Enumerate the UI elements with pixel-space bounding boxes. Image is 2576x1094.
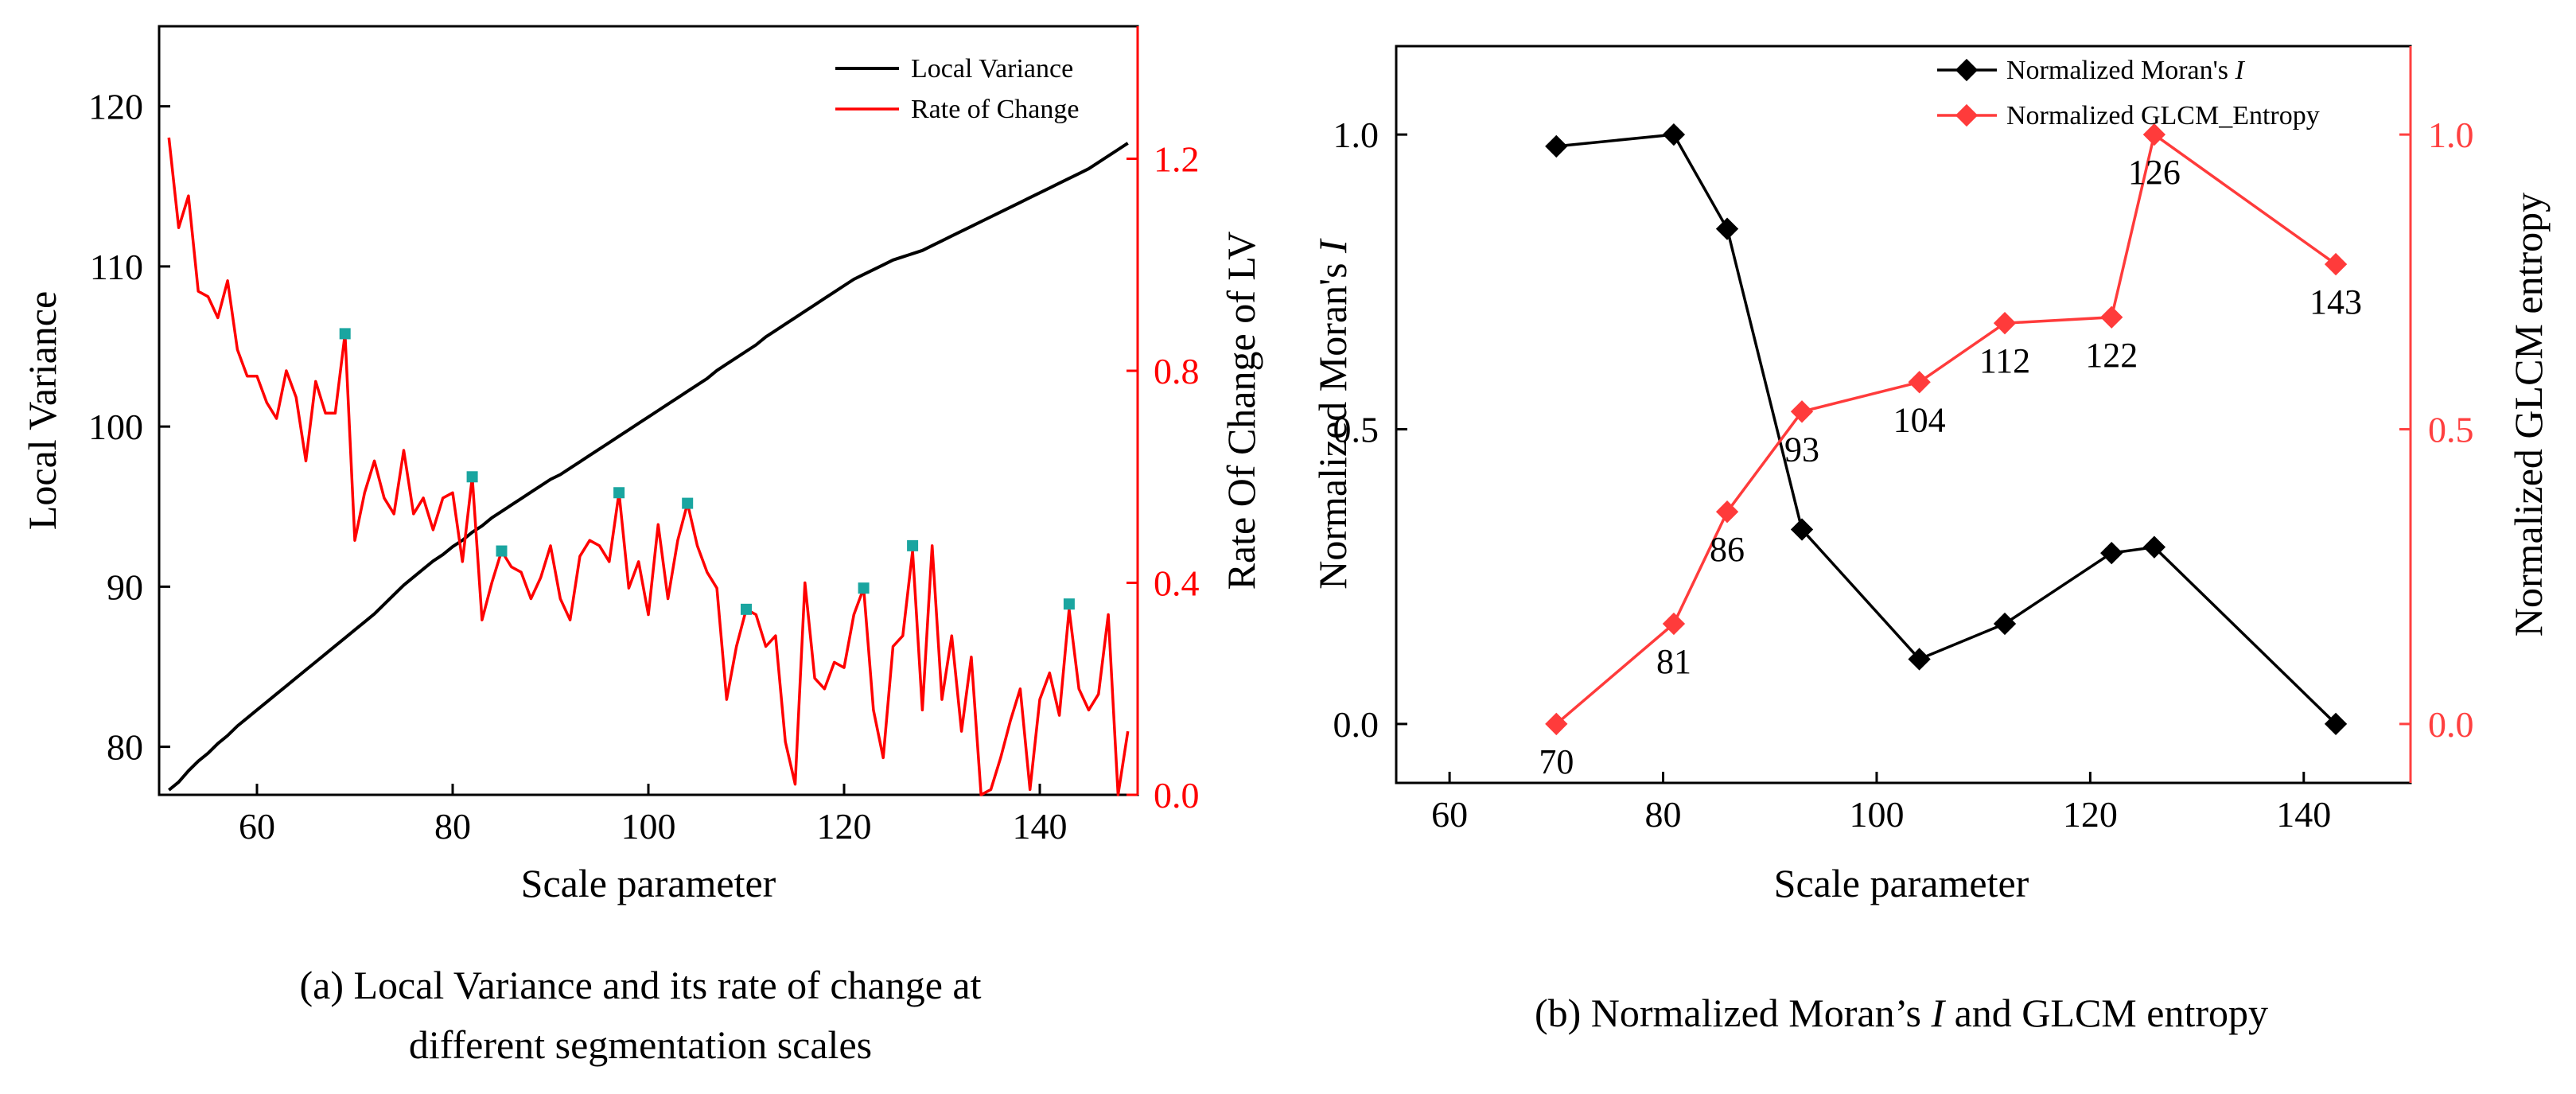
panel-b-point-label: 112 (1979, 341, 2030, 380)
panel-a-y-tick-label: 120 (88, 87, 143, 127)
panel-a-y-tick-label: 110 (90, 247, 143, 287)
panel-a-peak-marker (682, 498, 693, 509)
panel-b-point-label: 143 (2309, 282, 2362, 321)
panel-a-x-tick-label: 100 (621, 806, 676, 847)
panel-b-y2-tick-label: 0.0 (2428, 704, 2474, 745)
panel-b-caption: (b) Normalized Moran’s I and GLCM entrop… (1535, 991, 2268, 1035)
panel-b-entropy-marker (1994, 312, 2016, 334)
legend-label-morans-i-text: Normalized Moran's (2006, 56, 2236, 85)
panel-a-peak-marker (1064, 598, 1075, 609)
panel-b-entropy-marker (1791, 400, 1813, 422)
panel-a-y-axis-label: Local Variance (20, 291, 64, 530)
legend-marker-morans-i (1955, 59, 1978, 81)
panel-a-y-tick-label: 100 (88, 407, 143, 447)
panel-b-x-axis-label: Scale parameter (1774, 861, 2029, 905)
panel-b-y2-tick-label: 1.0 (2428, 115, 2474, 155)
panel-b-point-label: 86 (1710, 530, 1745, 569)
panel-b-y-tick-label: 1.0 (1333, 115, 1379, 155)
panel-b-y-axis-label-text: Normalized Moran's (1310, 253, 1355, 590)
panel-b-entropy-marker (1909, 371, 1931, 393)
panel-b-y-axis-label-italic: I (1310, 238, 1355, 254)
panel-a-chart: 60 80 100 120 140 80 90 100 110 120 0.0 0.4 0.8 1.2… (20, 26, 1263, 1067)
panel-a-peak-marker (858, 582, 870, 594)
panel-a-x-tick-label: 60 (239, 806, 275, 847)
panel-b-x-tick-label: 80 (1645, 794, 1682, 835)
panel-a-y2-tick-label: 0.0 (1154, 775, 1200, 816)
panel-b-x-tick-label: 100 (1849, 794, 1904, 835)
panel-a-peak-marker (741, 604, 752, 615)
panel-b-morans-i-marker (1994, 613, 2016, 635)
panel-b-morans-i-marker (2100, 542, 2123, 564)
panel-b-point-labels: 70 81 86 93 104 112 122 126 143 (1539, 153, 2362, 781)
legend-label-entropy: Normalized GLCM_Entropy (2006, 101, 2320, 130)
panel-a-rate-of-change-line (169, 138, 1127, 795)
legend-label-morans-i: Normalized Moran's I (2006, 56, 2246, 85)
panel-b-point-label: 126 (2128, 153, 2181, 192)
panel-a-plot-frame (159, 26, 1138, 795)
panel-a-y2-axis-label: Rate Of Change of LV (1219, 232, 1263, 590)
panel-b-y-tick-label: 0.0 (1333, 704, 1379, 745)
panel-b-entropy-marker (1716, 500, 1738, 523)
panel-b-point-label: 93 (1784, 430, 1819, 469)
panel-a-x-ticks: 60 80 100 120 140 (239, 784, 1068, 847)
panel-a-x-tick-label: 140 (1013, 806, 1068, 847)
panel-a-y-tick-label: 90 (107, 566, 143, 607)
panel-b-x-tick-label: 60 (1431, 794, 1468, 835)
panel-a-x-tick-label: 120 (817, 806, 872, 847)
panel-b-y-axis-label: Normalized Moran's I (1310, 238, 1355, 590)
panel-b-point-label: 122 (2085, 336, 2138, 375)
panel-b-point-label: 70 (1539, 742, 1574, 781)
panel-b-y2-axis-label: Normalized GLCM entropy (2506, 193, 2551, 637)
panel-b-legend: Normalized Moran's I Normalized GLCM_Ent… (1937, 56, 2320, 130)
panel-b-morans-i-marker (1663, 123, 1685, 146)
legend-marker-entropy (1955, 104, 1978, 127)
panel-b-point-label: 81 (1656, 642, 1691, 681)
panel-b-y2-tick-label: 0.5 (2428, 410, 2474, 450)
panel-a-caption-line2: different segmentation scales (409, 1022, 872, 1067)
panel-b-entropy-marker (2100, 306, 2123, 329)
panel-a-x-axis-label: Scale parameter (521, 861, 776, 905)
panel-b-entropy-line (1556, 134, 2336, 724)
panel-a-y-tick-label: 80 (107, 727, 143, 768)
panel-a-peak-marker (907, 540, 918, 551)
legend-label-morans-i-italic: I (2235, 56, 2246, 85)
panel-a-y2-tick-label: 0.4 (1154, 563, 1200, 604)
panel-b-point-label: 104 (1893, 400, 1946, 439)
panel-a-peak-marker (496, 546, 508, 557)
panel-a-legend: Local Variance Rate of Change (835, 54, 1080, 124)
panel-b-morans-i-marker (1545, 135, 1567, 158)
figure: 60 80 100 120 140 80 90 100 110 120 0.0 0.4 0.8 1.2… (0, 0, 2576, 1094)
panel-b-chart: 60 80 100 120 140 0.00.51.0 0.00.51.0 708186… (1310, 46, 2551, 1035)
panel-b-x-tick-label: 140 (2276, 794, 2331, 835)
panel-b-caption-tail: and GLCM entropy (1944, 991, 2268, 1035)
panel-a-y2-tick-label: 1.2 (1154, 139, 1200, 180)
legend-label-rate-of-change: Rate of Change (911, 95, 1080, 124)
panel-a-y2-tick-label: 0.8 (1154, 351, 1200, 391)
panel-a-peak-marker (613, 487, 625, 498)
legend-label-local-variance: Local Variance (911, 54, 1073, 84)
panel-b-morans-i-marker (1716, 217, 1738, 239)
panel-a-local-variance-line (169, 143, 1127, 790)
panel-a-x-tick-label: 80 (434, 806, 471, 847)
panel-a-peak-marker (467, 471, 478, 482)
panel-a-peak-marker (340, 328, 351, 339)
panel-b-entropy-marker (2325, 253, 2347, 275)
panel-b-morans-i-line (1556, 134, 2336, 724)
panel-b-caption-text: (b) Normalized Moran’s (1535, 991, 1931, 1035)
panel-b-x-tick-label: 120 (2063, 794, 2118, 835)
panel-a-caption-line1: (a) Local Variance and its rate of chang… (300, 963, 982, 1007)
